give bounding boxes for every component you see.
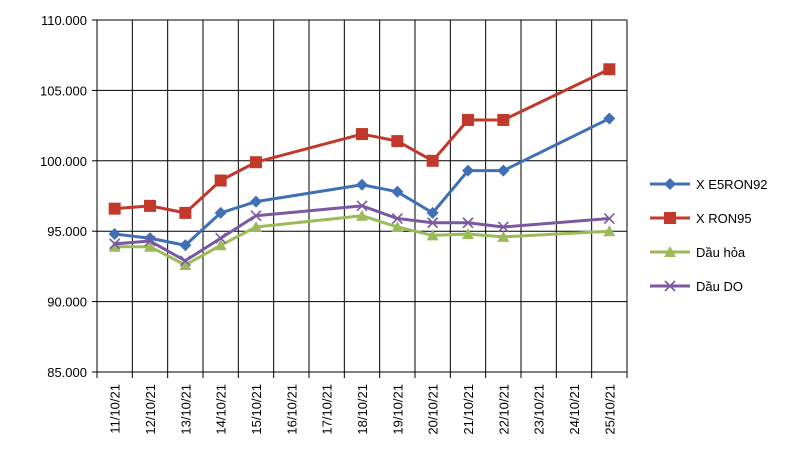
data-point (603, 63, 616, 76)
y-tick-label: 105.000 (40, 83, 87, 98)
data-point (144, 235, 156, 247)
data-point (497, 113, 510, 126)
data-point (426, 154, 439, 167)
x-tick-label: 21/10/21 (461, 384, 476, 435)
x-tick-label: 22/10/21 (496, 384, 511, 435)
data-point (144, 240, 156, 252)
data-point (462, 113, 474, 126)
data-point (250, 210, 262, 222)
data-point (179, 258, 192, 270)
data-point (426, 206, 439, 219)
x-tick-label: 23/10/21 (532, 384, 547, 435)
y-tick-label: 110.000 (41, 13, 87, 28)
data-point (603, 212, 615, 225)
data-point (356, 178, 368, 191)
data-point (391, 220, 404, 232)
legend-marker (664, 178, 676, 190)
legend-marker (664, 280, 676, 292)
data-point (109, 238, 121, 250)
data-point (497, 164, 510, 177)
series-group (108, 112, 616, 252)
x-tick-label: 14/10/21 (214, 384, 229, 435)
data-point (250, 220, 262, 232)
x-tick-label: 11/10/21 (108, 384, 123, 434)
data-point (426, 229, 439, 241)
legend-label: X RON95 (696, 211, 752, 226)
legend-label: Dầu hỏa (696, 245, 746, 260)
data-point (356, 200, 368, 212)
x-tick-label: 12/10/21 (143, 384, 158, 435)
x-tick-label: 17/10/21 (320, 384, 335, 435)
data-point (214, 239, 227, 251)
legend-item: Dầu DO (650, 279, 743, 294)
data-point (250, 156, 262, 169)
legend-label: X E5RON92 (696, 177, 768, 192)
data-point (427, 217, 439, 229)
x-tick-label: 20/10/21 (426, 384, 441, 435)
data-point (391, 135, 404, 148)
data-point (179, 255, 191, 267)
data-point (603, 225, 616, 237)
y-tick-label: 100.000 (40, 154, 87, 169)
x-tick-label: 25/10/21 (602, 384, 617, 435)
data-point (497, 230, 510, 242)
data-point (144, 199, 156, 212)
legend-item: Dầu hỏa (650, 245, 746, 260)
data-point (391, 185, 404, 198)
x-tick-label: 16/10/21 (284, 384, 299, 435)
series-layer (108, 63, 616, 270)
axis-layer: 85.000 90.000 95.000 100.000 105.000 110.000 1… (40, 13, 627, 435)
legend: X E5RON92 X RON95 Dầu hỏa Dầu DO (650, 177, 768, 294)
y-tick-label: 95.000 (47, 224, 87, 239)
legend-marker (664, 212, 676, 224)
data-point (603, 112, 616, 125)
x-tick-label: 15/10/21 (249, 384, 264, 435)
grid-layer (96, 19, 628, 378)
legend-item: X RON95 (650, 211, 752, 226)
series-group (108, 209, 616, 270)
data-point (462, 217, 474, 229)
data-point (108, 228, 121, 241)
data-point (462, 228, 474, 240)
data-point (179, 239, 192, 252)
x-tick-label: 19/10/21 (390, 384, 405, 435)
data-point (214, 206, 227, 219)
series-group (108, 63, 616, 219)
data-point (391, 212, 403, 225)
data-point (250, 195, 262, 208)
series-group (109, 200, 615, 267)
legend-marker (664, 246, 676, 257)
legend-label: Dầu DO (696, 279, 743, 294)
y-tick-label: 90.000 (47, 295, 87, 310)
x-tick-label: 13/10/21 (178, 384, 193, 435)
data-point (462, 164, 474, 177)
data-point (108, 202, 121, 215)
data-point (356, 209, 368, 221)
data-point (179, 206, 192, 219)
data-point (215, 232, 227, 244)
data-point (108, 240, 121, 252)
data-point (214, 174, 227, 187)
y-tick-label: 85.000 (47, 365, 87, 380)
legend-item: X E5RON92 (650, 177, 768, 192)
data-point (497, 221, 509, 233)
x-tick-label: 24/10/21 (567, 384, 582, 435)
data-point (356, 128, 368, 141)
x-tick-label: 18/10/21 (355, 384, 370, 435)
